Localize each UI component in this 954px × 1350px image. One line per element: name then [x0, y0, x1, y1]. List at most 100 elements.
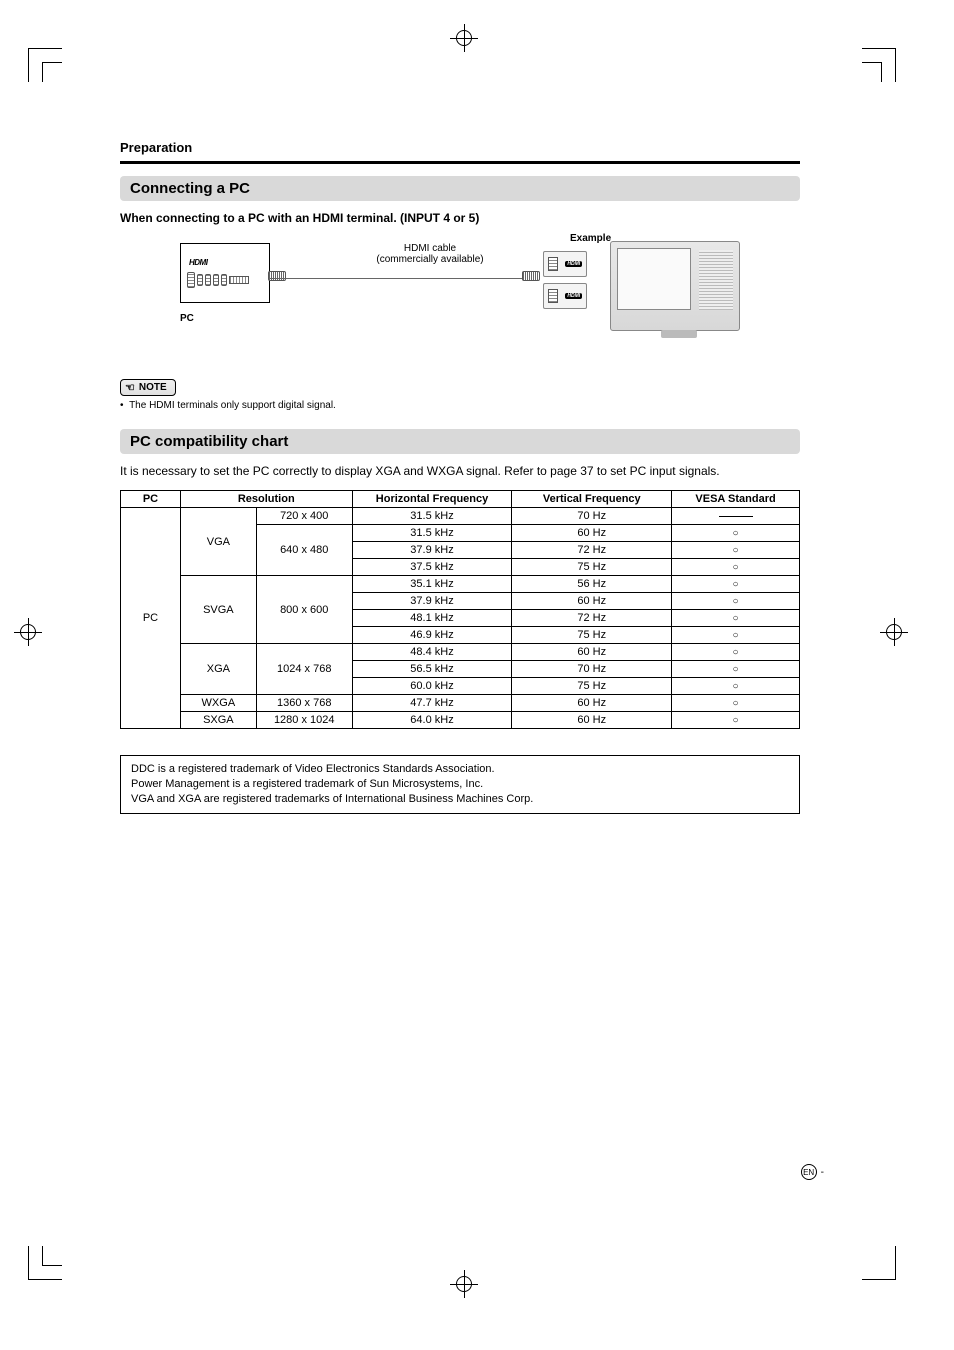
cell-hfreq: 48.4 kHz [352, 644, 512, 661]
page-header: Preparation [120, 140, 800, 155]
cell-vfreq: 60 Hz [512, 525, 672, 542]
cell-mode: XGA [180, 644, 256, 695]
cell-hfreq: 48.1 kHz [352, 610, 512, 627]
cell-hfreq: 60.0 kHz [352, 678, 512, 695]
cell-vesa: ○ [672, 542, 800, 559]
language-badge: EN [801, 1164, 817, 1180]
cell-hfreq: 47.7 kHz [352, 695, 512, 712]
note-badge: ☜ NOTE [120, 379, 176, 396]
registration-mark-right [880, 618, 908, 646]
hdmi-plug-icon [268, 271, 286, 281]
pc-illustration: HDMI [180, 243, 270, 303]
cell-vesa: ○ [672, 644, 800, 661]
port-icon [229, 276, 249, 284]
cell-vesa: ○ [672, 661, 800, 678]
tv-inputs-illustration: HDMI HDMI [540, 245, 590, 315]
cell-vesa: ○ [672, 678, 800, 695]
section-title-compat: PC compatibility chart [120, 429, 800, 454]
cell-resolution: 1360 x 768 [256, 695, 352, 712]
cable-line2: (commercially available) [376, 254, 483, 265]
registration-mark-top [450, 24, 478, 52]
cell-hfreq: 31.5 kHz [352, 525, 512, 542]
port-icon [213, 274, 219, 286]
registration-mark-bottom [450, 1270, 478, 1298]
cell-resolution: 1280 x 1024 [256, 712, 352, 729]
cell-hfreq: 64.0 kHz [352, 712, 512, 729]
tv-illustration [610, 241, 740, 331]
circle-icon: ○ [733, 613, 739, 624]
cell-vesa: ○ [672, 627, 800, 644]
pc-compatibility-table: PCResolutionHorizontal FrequencyVertical… [120, 490, 800, 729]
cell-vfreq: 56 Hz [512, 576, 672, 593]
circle-icon: ○ [733, 630, 739, 641]
crop-mark-br [862, 1246, 896, 1280]
circle-icon: ○ [733, 596, 739, 607]
cell-vfreq: 75 Hz [512, 627, 672, 644]
cell-mode: VGA [180, 508, 256, 576]
cell-vfreq: 60 Hz [512, 712, 672, 729]
cable-caption: HDMI cable (commercially available) [360, 243, 500, 265]
cell-hfreq: 37.9 kHz [352, 542, 512, 559]
cell-vesa: ○ [672, 593, 800, 610]
circle-icon: ○ [733, 579, 739, 590]
cell-vesa: ○ [672, 525, 800, 542]
cell-pc: PC [121, 508, 181, 729]
connecting-subtitle: When connecting to a PC with an HDMI ter… [120, 211, 800, 225]
cable-line-icon [270, 278, 530, 279]
hdmi-input4-icon: HDMI [543, 251, 587, 277]
dash-icon [719, 516, 753, 517]
cell-hfreq: 46.9 kHz [352, 627, 512, 644]
circle-icon: ○ [733, 528, 739, 539]
port-icon [187, 272, 195, 288]
cell-hfreq: 37.5 kHz [352, 559, 512, 576]
cell-vesa: ○ [672, 695, 800, 712]
trademark-line: VGA and XGA are registered trademarks of… [131, 792, 789, 807]
hdmi-logo-label: HDMI [189, 258, 207, 267]
section-title-connecting: Connecting a PC [120, 176, 800, 201]
page-content: Preparation Connecting a PC When connect… [120, 140, 800, 814]
table-header: PC [121, 491, 181, 508]
circle-icon: ○ [733, 664, 739, 675]
cell-vesa [672, 508, 800, 525]
compat-description: It is necessary to set the PC correctly … [120, 464, 800, 478]
crop-mark-bl [28, 1246, 62, 1280]
cell-vfreq: 60 Hz [512, 593, 672, 610]
table-header: Horizontal Frequency [352, 491, 512, 508]
cell-vfreq: 60 Hz [512, 695, 672, 712]
trademark-line: DDC is a registered trademark of Video E… [131, 762, 789, 777]
cell-vesa: ○ [672, 559, 800, 576]
trademark-box: DDC is a registered trademark of Video E… [120, 755, 800, 814]
cable-line1: HDMI cable [404, 243, 456, 254]
cell-vesa: ○ [672, 576, 800, 593]
table-row: XGA1024 x 76848.4 kHz60 Hz○ [121, 644, 800, 661]
circle-icon: ○ [733, 562, 739, 573]
circle-icon: ○ [733, 681, 739, 692]
cell-vesa: ○ [672, 712, 800, 729]
cell-resolution: 800 x 600 [256, 576, 352, 644]
table-row: SXGA1280 x 102464.0 kHz60 Hz ○ [121, 712, 800, 729]
cell-vfreq: 75 Hz [512, 559, 672, 576]
circle-icon: ○ [733, 715, 739, 726]
cell-vfreq: 72 Hz [512, 542, 672, 559]
cell-vfreq: 75 Hz [512, 678, 672, 695]
pc-label: PC [180, 313, 194, 324]
hdmi-connection-diagram: HDMI PC HDMI cable (commercially availab… [180, 233, 750, 363]
header-rule [120, 161, 800, 164]
cell-vfreq: 72 Hz [512, 610, 672, 627]
port-icon [221, 274, 227, 286]
cell-hfreq: 37.9 kHz [352, 593, 512, 610]
cell-vfreq: 60 Hz [512, 644, 672, 661]
cell-resolution: 1024 x 768 [256, 644, 352, 695]
hdmi-plug-icon [522, 271, 540, 281]
table-row: WXGA1360 x 76847.7 kHz60 Hz○ [121, 695, 800, 712]
note-label: NOTE [139, 382, 167, 393]
footer-sep: - [821, 1167, 824, 1178]
page-footer: EN - [801, 1164, 824, 1180]
bullet: • [120, 400, 124, 411]
table-header: Vertical Frequency [512, 491, 672, 508]
trademark-line: Power Management is a registered tradema… [131, 777, 789, 792]
note-text: • The HDMI terminals only support digita… [120, 400, 800, 411]
cell-resolution: 640 x 480 [256, 525, 352, 576]
port-icon [205, 274, 211, 286]
cell-mode: SXGA [180, 712, 256, 729]
